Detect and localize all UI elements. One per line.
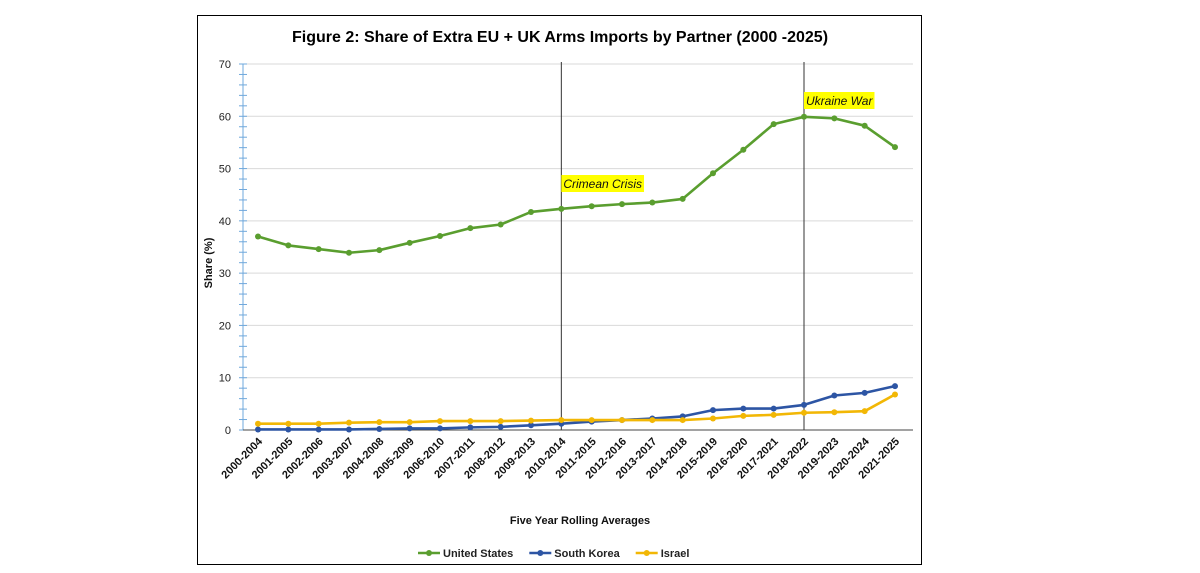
data-point	[861, 408, 868, 415]
y-axis-label: Share (%)	[203, 237, 215, 288]
data-point	[406, 419, 413, 426]
y-tick-label: 70	[219, 59, 231, 71]
data-point	[528, 422, 534, 429]
series-line-israel	[258, 393, 896, 426]
data-point	[588, 417, 595, 424]
data-point	[346, 419, 352, 426]
data-point	[740, 405, 747, 412]
data-point	[467, 225, 474, 232]
data-point	[892, 391, 898, 398]
data-point	[892, 383, 898, 390]
data-point	[558, 417, 565, 424]
data-point	[497, 418, 504, 425]
data-point	[649, 417, 656, 424]
y-tick-label: 40	[219, 216, 231, 228]
annotation-highlight	[561, 175, 645, 192]
series-line-south-korea	[258, 384, 896, 431]
data-point	[770, 411, 777, 418]
data-point	[801, 113, 807, 120]
data-point	[710, 407, 716, 414]
data-point	[861, 389, 868, 396]
chart-title: Figure 2: Share of Extra EU + UK Arms Im…	[292, 29, 828, 46]
data-point	[376, 425, 383, 432]
data-point	[437, 233, 443, 240]
series-lines	[255, 113, 898, 433]
annotation-label: Crimean Crisis	[563, 177, 642, 191]
legend-label: United States	[443, 548, 513, 560]
data-point	[255, 426, 261, 433]
data-point	[801, 401, 807, 408]
annotation-highlight	[804, 92, 875, 109]
data-point	[285, 426, 292, 433]
y-tick-label: 0	[225, 425, 231, 437]
legend: United States South Korea Israel	[418, 548, 689, 560]
x-axis-label: Five Year Rolling Averages	[510, 515, 650, 527]
data-point	[315, 426, 322, 433]
data-point	[285, 420, 292, 427]
data-point	[831, 115, 838, 122]
data-point	[619, 201, 625, 208]
series-line-united-states	[257, 115, 896, 255]
data-point	[255, 420, 261, 427]
annotation-1: Crimean Crisis	[561, 175, 645, 192]
data-point	[497, 423, 504, 430]
y-tick-label: 20	[219, 320, 231, 332]
data-point	[406, 425, 413, 432]
data-point	[558, 205, 565, 212]
annotation-label: Ukraine War	[806, 94, 873, 108]
data-point	[376, 247, 383, 254]
data-point	[831, 392, 838, 399]
annotation-2: Ukraine War	[804, 92, 875, 109]
y-tick-label: 60	[219, 111, 231, 123]
x-axis: 2000-20042001-20052002-20062003-20072004…	[219, 429, 913, 481]
data-point	[437, 418, 443, 425]
data-point	[315, 420, 322, 427]
data-point	[285, 242, 292, 249]
data-point	[467, 418, 474, 425]
data-point	[528, 417, 534, 424]
data-point	[679, 195, 686, 202]
data-point	[528, 208, 534, 215]
data-point	[649, 199, 656, 206]
data-point	[861, 122, 868, 129]
data-point	[497, 221, 504, 228]
line-chart: Figure 2: Share of Extra EU + UK Arms Im…	[203, 29, 913, 560]
legend-marker	[426, 550, 432, 556]
data-point	[770, 405, 777, 412]
y-tick-label: 10	[219, 373, 231, 385]
data-point	[406, 239, 413, 246]
y-tick-label: 30	[219, 268, 231, 280]
data-point	[255, 233, 261, 240]
data-point	[315, 246, 322, 253]
legend-label: South Korea	[554, 548, 620, 560]
legend-label: Israel	[661, 548, 690, 560]
data-point	[740, 412, 747, 419]
y-tick-label: 50	[219, 164, 231, 176]
data-point	[376, 419, 383, 426]
data-point	[467, 424, 474, 431]
annotation-lines	[560, 62, 805, 430]
data-point	[801, 409, 807, 416]
data-point	[831, 409, 838, 416]
data-point	[619, 417, 625, 424]
legend-marker	[643, 550, 650, 556]
chart-frame: Figure 2: Share of Extra EU + UK Arms Im…	[197, 15, 922, 565]
data-point	[346, 426, 352, 433]
gridlines	[243, 63, 913, 379]
data-point	[710, 170, 716, 177]
annotations: Crimean Crisis Ukraine War	[561, 92, 875, 192]
data-point	[679, 417, 686, 424]
data-point	[740, 146, 747, 153]
legend-item: Israel	[635, 548, 690, 560]
legend-item: United States	[418, 548, 513, 560]
y-axis: 0 10 20 30 40 50 60 70	[219, 59, 247, 437]
data-point	[588, 203, 595, 210]
data-point	[892, 144, 898, 151]
data-point	[346, 249, 352, 256]
data-point	[770, 121, 777, 128]
data-point	[437, 425, 443, 432]
data-point	[710, 415, 716, 422]
legend-item: South Korea	[529, 548, 621, 560]
legend-marker	[537, 550, 544, 556]
